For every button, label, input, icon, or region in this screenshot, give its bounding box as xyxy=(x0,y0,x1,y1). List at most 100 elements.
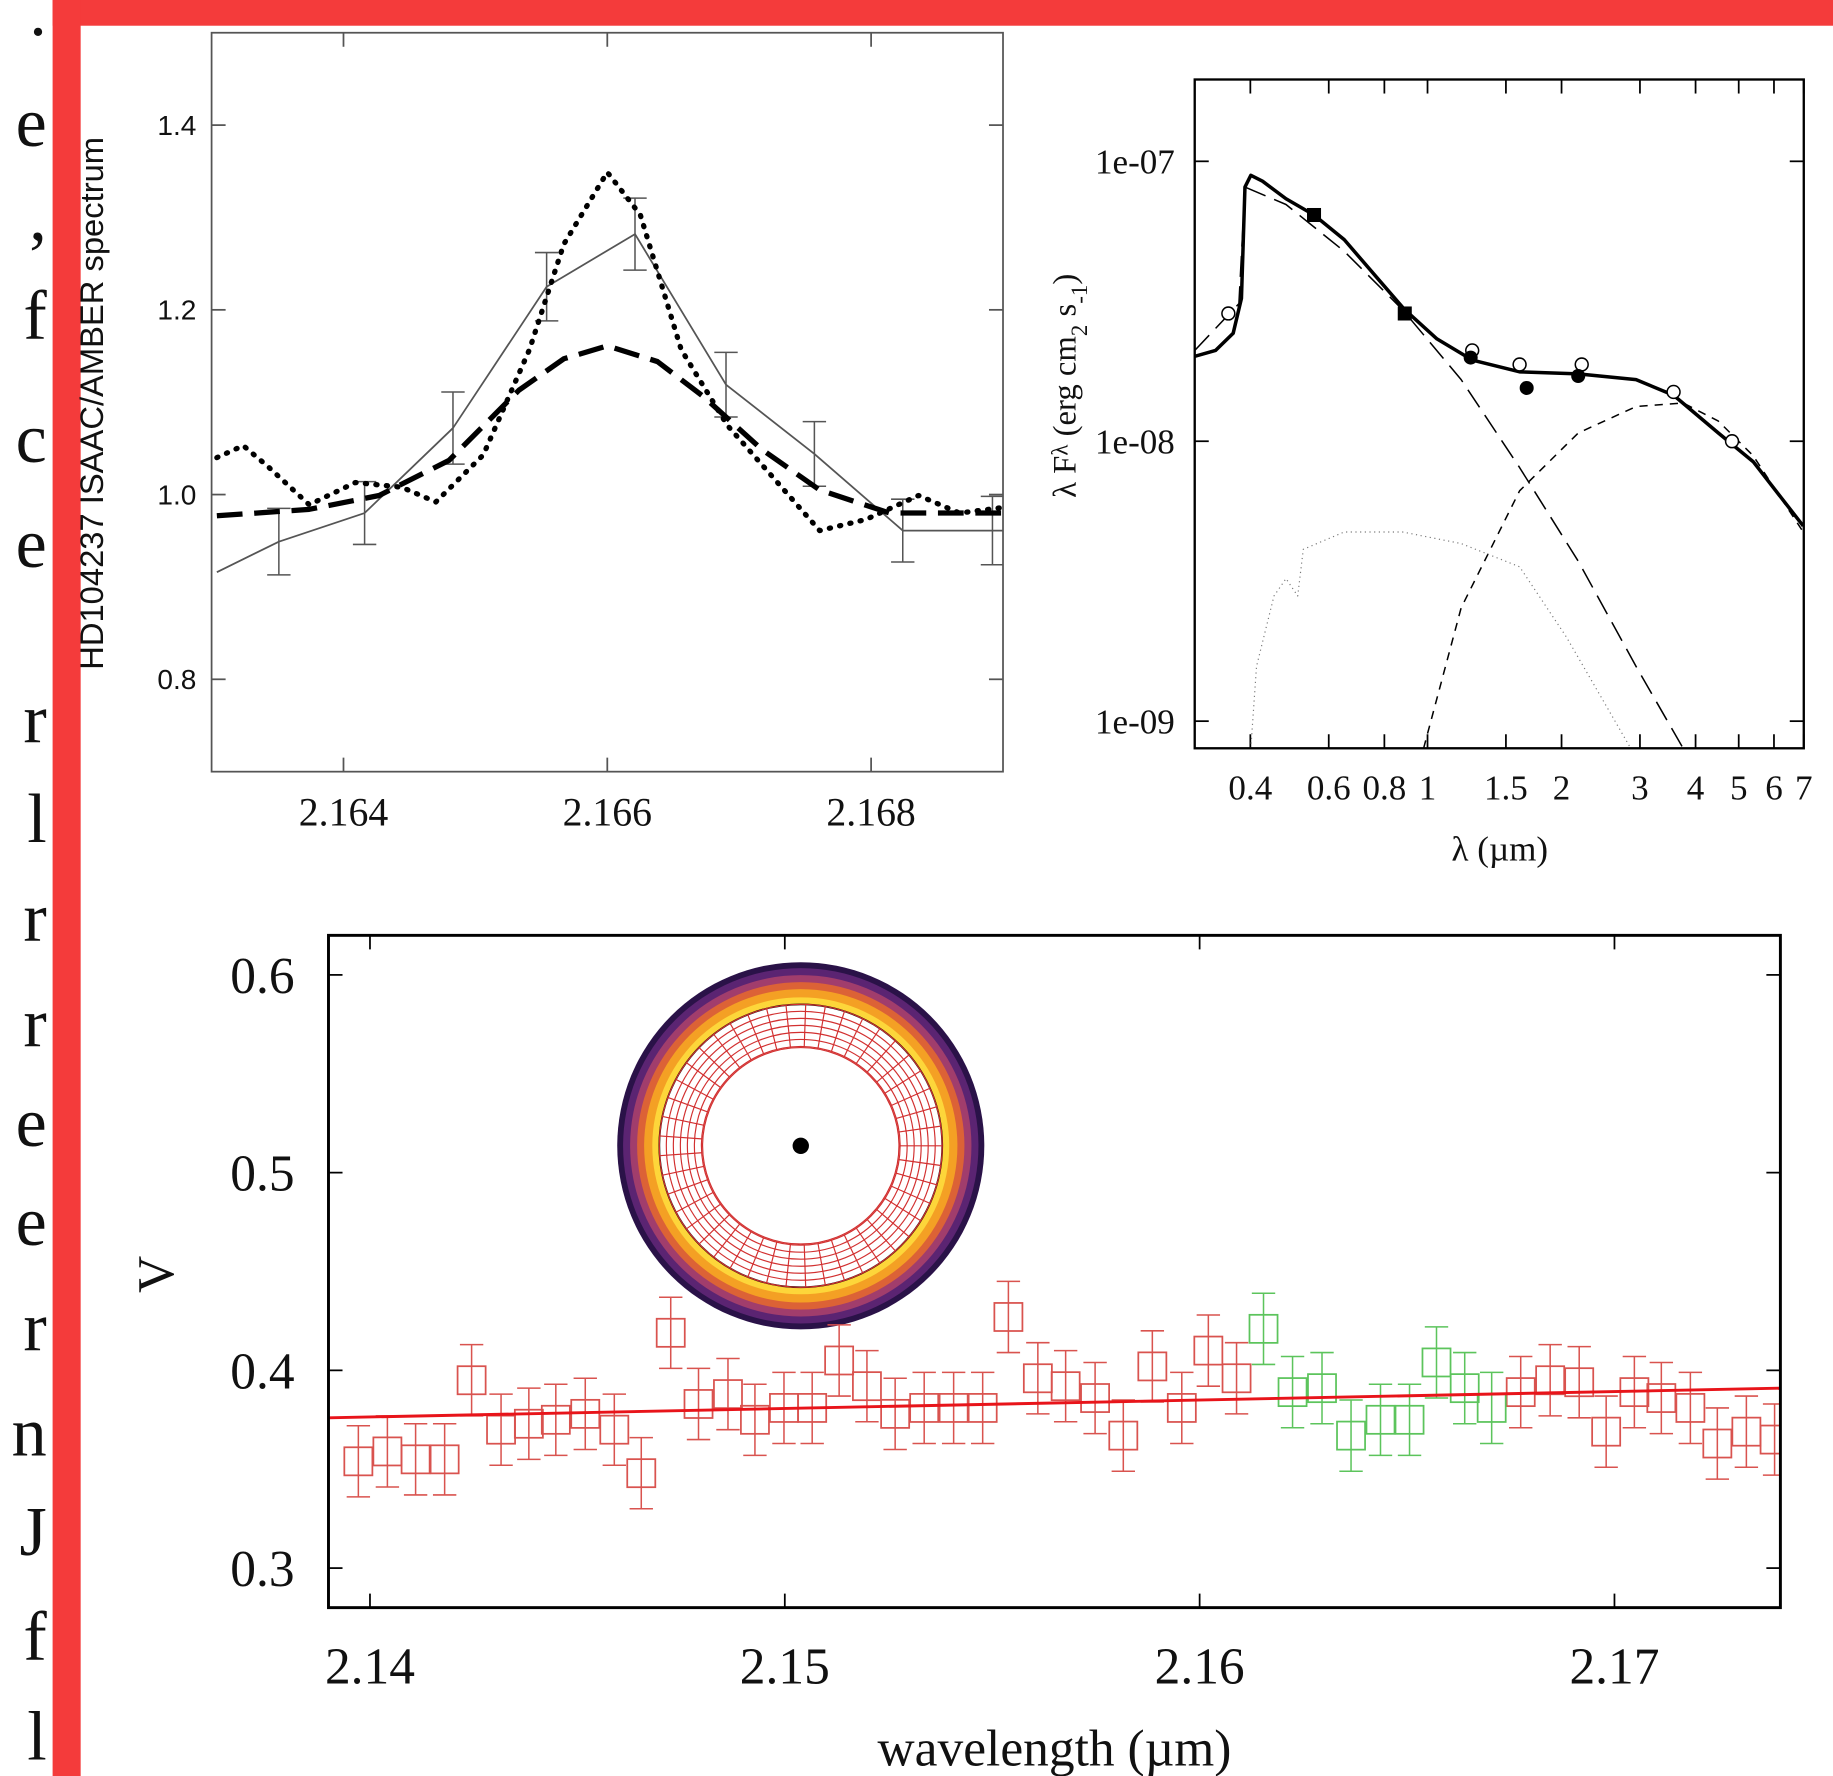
disk-grid xyxy=(876,1054,910,1083)
error-bar xyxy=(1196,1314,1221,1387)
margin-letter: r xyxy=(23,680,46,758)
error-bar xyxy=(970,1371,995,1445)
error-bar xyxy=(1083,1361,1107,1435)
marker xyxy=(1307,207,1322,223)
y-tick-label: 1e-07 xyxy=(1095,143,1175,182)
marker xyxy=(1307,1373,1337,1404)
margin-letter: r xyxy=(23,1288,46,1366)
disk-grid xyxy=(729,1231,752,1269)
y-axis-label-part: -1 xyxy=(1067,285,1092,304)
plot-frame xyxy=(210,31,1004,773)
marker xyxy=(1591,1416,1622,1447)
error-bar xyxy=(686,1367,711,1441)
margin-letter: l xyxy=(27,780,46,858)
marker xyxy=(683,1389,714,1419)
marker xyxy=(1108,1420,1139,1451)
disk-grid xyxy=(843,1018,864,1057)
error-bar xyxy=(629,1436,653,1510)
marker xyxy=(1394,1404,1425,1435)
y-axis-label: HD104237 ISAAC/AMBER spectrum xyxy=(73,137,110,670)
error-bar xyxy=(1224,1341,1249,1415)
marker xyxy=(599,1414,630,1445)
margin-letter: l xyxy=(27,1698,46,1776)
marker xyxy=(967,1393,998,1423)
y-axis-label-part: s xyxy=(1047,304,1083,325)
error-bar xyxy=(980,495,1004,566)
error-bar xyxy=(544,1383,568,1457)
marker xyxy=(1365,1404,1396,1435)
error-bar xyxy=(1424,1326,1449,1399)
error-bar xyxy=(659,1296,683,1370)
marker xyxy=(993,1302,1024,1332)
marker xyxy=(1519,380,1534,395)
y-tick-label: 0.5 xyxy=(230,1146,294,1203)
marker xyxy=(1759,1424,1781,1455)
series-line xyxy=(1422,402,1804,749)
marker xyxy=(1277,1377,1308,1408)
y-axis-label-part: ) xyxy=(1047,274,1083,285)
plot-frame xyxy=(1193,78,1805,750)
error-bar xyxy=(912,1371,936,1445)
marker xyxy=(1571,368,1586,384)
disk-grid xyxy=(896,1172,937,1186)
y-axis-label: λ Fλ (erg cm2 s-1) xyxy=(1047,274,1092,498)
disk-grid xyxy=(899,1125,941,1133)
error-bar xyxy=(1170,1371,1194,1445)
y-axis-label-part: (erg cm xyxy=(1047,336,1083,444)
disk-grid xyxy=(817,1006,826,1049)
marker xyxy=(429,1444,460,1475)
disk-grid xyxy=(899,1159,941,1167)
disk-grid xyxy=(785,1005,791,1048)
disk-grid xyxy=(698,1047,730,1078)
margin-letter: , xyxy=(29,178,47,256)
error-bar xyxy=(1053,1349,1078,1423)
frame-top xyxy=(52,0,1833,26)
disk-grid xyxy=(659,1135,702,1140)
disk-grid xyxy=(765,1008,778,1050)
disk-grid xyxy=(884,1197,922,1222)
x-tick-label: 1 xyxy=(1419,769,1437,808)
disk-grid xyxy=(662,1165,704,1176)
marker xyxy=(824,1345,855,1376)
marker xyxy=(1666,384,1681,400)
plot-area xyxy=(1194,173,1804,749)
margin-letter: r xyxy=(23,984,46,1062)
marker xyxy=(852,1371,882,1402)
error-bar xyxy=(855,1349,879,1423)
error-bar xyxy=(403,1422,428,1496)
disk-grid xyxy=(830,1240,846,1281)
error-bar xyxy=(883,1377,907,1451)
x-tick-label: 2.14 xyxy=(325,1639,415,1696)
marker xyxy=(1646,1383,1677,1413)
x-tick-label: 3 xyxy=(1631,769,1649,808)
marker xyxy=(655,1317,686,1348)
x-tick-label: 2.166 xyxy=(563,790,652,834)
disk-grid xyxy=(747,1014,765,1054)
error-bar xyxy=(1762,1403,1781,1476)
marker xyxy=(1397,306,1412,321)
margin-letter: . xyxy=(29,0,47,51)
error-bar xyxy=(346,1424,371,1498)
marker xyxy=(1421,1347,1452,1378)
marker xyxy=(1166,1393,1197,1423)
marker xyxy=(513,1408,544,1439)
disk-grid xyxy=(884,1070,922,1094)
margin-letter: e xyxy=(16,84,47,162)
disk-grid xyxy=(866,1219,896,1252)
y-tick-label: 0.6 xyxy=(230,948,294,1005)
marker xyxy=(1702,1428,1733,1459)
disk-grid xyxy=(675,1191,714,1213)
disk-grid xyxy=(667,1096,708,1113)
y-axis-label-part: 2 xyxy=(1067,325,1092,336)
marker xyxy=(626,1458,657,1489)
marker xyxy=(1463,350,1478,365)
disk-grid xyxy=(785,1244,791,1287)
y-tick-label: 1.4 xyxy=(157,110,196,141)
disk-grid xyxy=(830,1011,846,1052)
marker xyxy=(1449,1373,1480,1404)
x-tick-label: 0.4 xyxy=(1228,769,1272,808)
marker xyxy=(540,1404,571,1435)
error-bar xyxy=(941,1371,966,1445)
